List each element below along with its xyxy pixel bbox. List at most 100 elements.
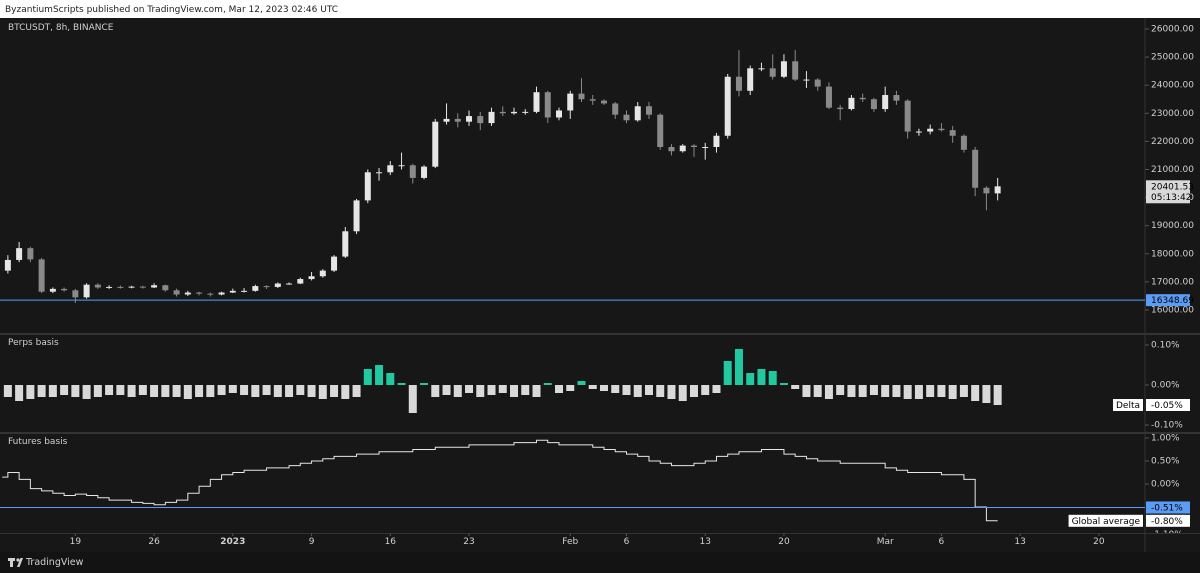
level-label-box [1146,501,1190,514]
y-tick-label: -1.10% [1151,530,1183,540]
candle-body [567,93,574,111]
basis-bar [734,349,743,385]
candle-body [263,286,270,288]
x-tick-label: 16 [385,537,397,547]
basis-bar [757,369,766,385]
candle-body [331,256,338,271]
candle-body [837,107,844,110]
candle-body [657,114,664,147]
y-tick-label: 0.00% [1151,480,1180,490]
basis-bar [903,385,912,399]
candle-body [376,172,383,174]
x-tick-label: 26 [148,537,160,547]
candle-body [915,131,922,133]
basis-bar [712,385,721,393]
basis-bar [206,385,215,397]
basis-bar [577,381,586,385]
candle-body [409,165,416,178]
last-label-box [1146,514,1190,527]
basis-bar [330,385,339,397]
basis-bar [341,385,350,399]
candle-body [61,288,68,291]
y-tick-label: 25000.00 [1151,53,1194,63]
candle-body [196,292,203,294]
countdown-label: 05:13:42 [1151,193,1191,203]
brand-name: TradingView [25,557,84,568]
basis-bar [138,385,147,395]
candle-body [499,111,506,114]
header-bar [0,0,1200,18]
basis-bar [678,385,687,401]
candle-body [241,290,248,292]
basis-bar [836,385,845,395]
y-tick-label: 1.00% [1151,434,1180,444]
basis-bar [487,385,496,395]
candle-body [724,76,731,136]
candle-body [679,145,686,152]
basis-bar [926,385,935,397]
basis-bar [599,385,608,391]
x-tick-label: Feb [562,537,578,547]
candle-body [83,284,90,298]
y-tick-label: 26000.00 [1151,24,1194,34]
y-tick-label: 0.10% [1151,341,1180,351]
candle-body [904,100,911,132]
candle-body [128,286,135,288]
basis-bar [127,385,136,397]
basis-bar [296,385,305,395]
basis-bar [791,385,800,389]
candle-body [994,186,1001,194]
candle-body [454,118,461,122]
basis-bar [543,383,552,385]
y-tick-label: 19000.00 [1151,221,1194,231]
basis-bar [240,385,249,395]
candle-body [398,165,405,167]
basis-bar [869,385,878,395]
basis-bar [3,385,12,397]
candle-body [927,128,934,132]
candle-body [488,111,495,124]
basis-bar [217,385,226,395]
basis-bar [93,385,102,397]
x-tick-label: 13 [699,537,710,547]
basis-bar [15,385,24,401]
y-tick-label: 0.50% [1151,457,1180,467]
candle-body [533,92,540,112]
basis-bar [656,385,665,397]
y-tick-label: 22000.00 [1151,137,1194,147]
candle-body [421,166,428,178]
candle-body [466,116,473,122]
basis-bar [420,383,429,385]
candle-body [106,286,113,288]
basis-bar [26,385,35,399]
basis-bar [622,385,631,395]
basis-bar [746,373,755,385]
candle-body [623,114,630,121]
time-axis: 19 26 2023 9 16 23 Feb 6 13 20 Mar 6 13 20 [70,533,1105,547]
level-label: 16348.69 [1151,296,1194,306]
basis-bar [971,385,980,401]
basis-bar [172,385,181,397]
basis-bar [847,385,856,397]
basis-bar [768,371,777,385]
basis-bar [150,385,159,397]
basis-bar [228,385,237,393]
candle-body [634,106,641,121]
basis-bar [116,385,125,395]
basis-bar [375,365,384,385]
basis-bar [858,385,867,397]
candle-body [184,292,191,295]
footer-bar [0,552,1200,573]
candle-body [792,61,799,80]
candle-body [578,93,585,100]
basis-bar [510,385,519,397]
candle-body [668,146,675,152]
candle-body [814,79,821,87]
last-label-name: Delta [1116,401,1140,411]
basis-bar [37,385,46,397]
candle-body [443,118,450,122]
basis-bar [476,385,485,397]
basis-bar [521,385,530,395]
candle-body [949,130,956,136]
